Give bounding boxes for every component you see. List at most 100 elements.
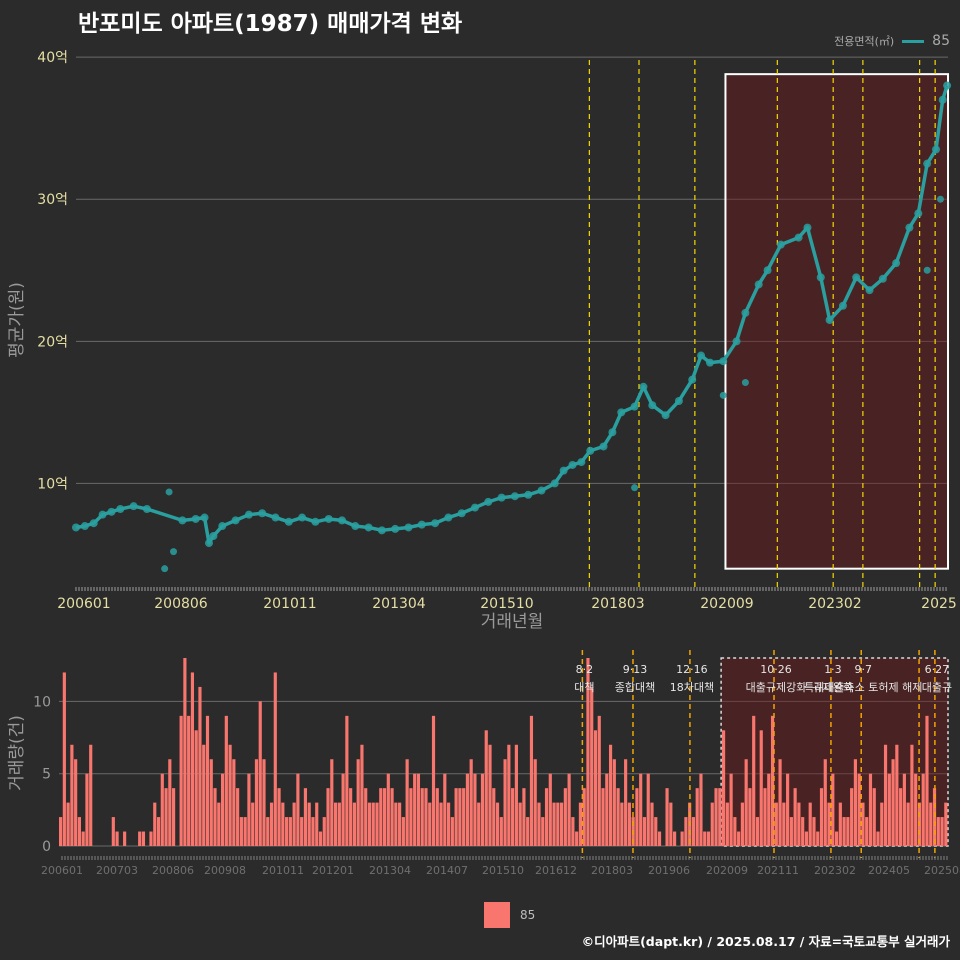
volume-bar xyxy=(345,715,349,846)
volume-bar xyxy=(936,817,940,846)
price-point xyxy=(697,351,706,360)
volume-bar xyxy=(473,773,477,846)
volume-x-tick-label: 200908 xyxy=(204,864,246,877)
volume-x-tick-label: 201510 xyxy=(482,864,524,877)
volume-bar xyxy=(288,817,292,846)
volume-bar xyxy=(699,773,703,846)
volume-legend: 85 xyxy=(484,902,535,928)
volume-bar xyxy=(740,802,744,846)
volume-bar xyxy=(446,802,451,846)
volume-bar xyxy=(194,730,198,846)
volume-bar xyxy=(876,831,880,846)
volume-bar xyxy=(356,759,360,846)
price-point xyxy=(938,95,947,104)
price-outlier-point xyxy=(161,565,169,573)
volume-bar xyxy=(262,759,266,846)
volume-bar xyxy=(544,788,549,846)
price-point xyxy=(258,509,267,518)
volume-bar xyxy=(424,788,428,846)
price-point xyxy=(231,516,240,525)
price-point xyxy=(391,524,400,533)
volume-bar xyxy=(269,802,274,846)
volume-bar xyxy=(654,817,658,846)
volume-bar xyxy=(680,831,684,846)
volume-bar xyxy=(285,817,289,846)
price-point xyxy=(794,233,803,242)
volume-bar xyxy=(318,831,323,846)
volume-bar xyxy=(914,773,918,846)
price-x-tick-label: 202302 xyxy=(808,596,861,612)
price-point xyxy=(337,516,346,525)
volume-bar xyxy=(70,744,74,846)
volume-bar xyxy=(59,817,63,846)
volume-bar xyxy=(469,759,473,846)
volume-bar xyxy=(168,759,172,846)
volume-bar xyxy=(443,773,447,846)
volume-x-tick-label: 201011 xyxy=(262,864,304,877)
volume-bar xyxy=(793,788,797,846)
volume-bar xyxy=(899,788,903,846)
volume-bar xyxy=(296,773,300,846)
volume-x-tick-label: 200703 xyxy=(96,864,138,877)
volume-x-tick-label: 202508 xyxy=(924,864,960,877)
volume-bar xyxy=(552,802,556,846)
price-point xyxy=(311,517,320,526)
volume-bar xyxy=(533,759,537,846)
volume-bar xyxy=(770,715,775,846)
volume-bar xyxy=(518,802,522,846)
volume-bar xyxy=(123,831,127,846)
volume-bar xyxy=(224,715,228,846)
volume-bar xyxy=(62,672,66,846)
volume-y-tick-label: 0 xyxy=(42,839,51,855)
price-point xyxy=(89,519,98,528)
price-outlier-point xyxy=(165,488,173,496)
volume-bar xyxy=(416,773,421,846)
volume-bar xyxy=(337,802,341,846)
volume-bar xyxy=(665,788,669,846)
volume-x-tick-label: 201304 xyxy=(369,864,411,877)
volume-bar xyxy=(733,817,737,846)
price-outlier-point xyxy=(170,548,178,556)
volume-bar xyxy=(902,773,906,846)
price-point xyxy=(524,490,533,499)
volume-bar xyxy=(861,802,865,846)
volume-bar xyxy=(831,773,835,846)
price-x-tick-label: 200806 xyxy=(154,596,208,612)
volume-bar xyxy=(514,744,518,846)
volume-bar xyxy=(593,730,598,846)
legend-line-swatch xyxy=(902,39,925,43)
price-point xyxy=(719,357,728,366)
price-point xyxy=(892,259,901,268)
volume-bar xyxy=(220,773,225,846)
price-point xyxy=(599,442,608,451)
price-point xyxy=(244,510,253,519)
price-point xyxy=(537,486,546,495)
volume-bar xyxy=(910,744,914,846)
price-point xyxy=(284,517,293,526)
volume-annotation-date: 8·2 xyxy=(576,663,594,676)
volume-bar xyxy=(812,817,816,846)
volume-bar xyxy=(300,817,304,846)
volume-x-tick-label: 202405 xyxy=(868,864,910,877)
volume-bar xyxy=(834,831,839,846)
volume-bar xyxy=(303,788,308,846)
volume-annotation-text: 종합대책 xyxy=(615,681,655,694)
price-point xyxy=(914,209,923,218)
volume-bar xyxy=(541,817,545,846)
volume-bar xyxy=(488,744,492,846)
price-point xyxy=(639,382,648,391)
volume-annotation-date: 9·13 xyxy=(623,663,648,676)
price-point xyxy=(200,513,209,522)
price-point xyxy=(674,397,683,405)
volume-bar xyxy=(778,759,782,846)
volume-bar xyxy=(258,701,262,846)
volume-bar xyxy=(360,744,364,846)
price-point xyxy=(648,401,657,410)
volume-bar xyxy=(239,817,243,846)
volume-bar xyxy=(883,744,888,846)
volume-bar xyxy=(891,759,895,846)
volume-bar xyxy=(657,831,662,846)
volume-bar xyxy=(330,759,334,846)
volume-bar xyxy=(172,788,176,846)
volume-bar xyxy=(326,788,330,846)
